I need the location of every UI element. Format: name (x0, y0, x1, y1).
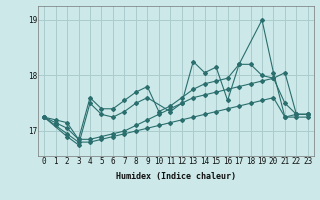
X-axis label: Humidex (Indice chaleur): Humidex (Indice chaleur) (116, 172, 236, 181)
